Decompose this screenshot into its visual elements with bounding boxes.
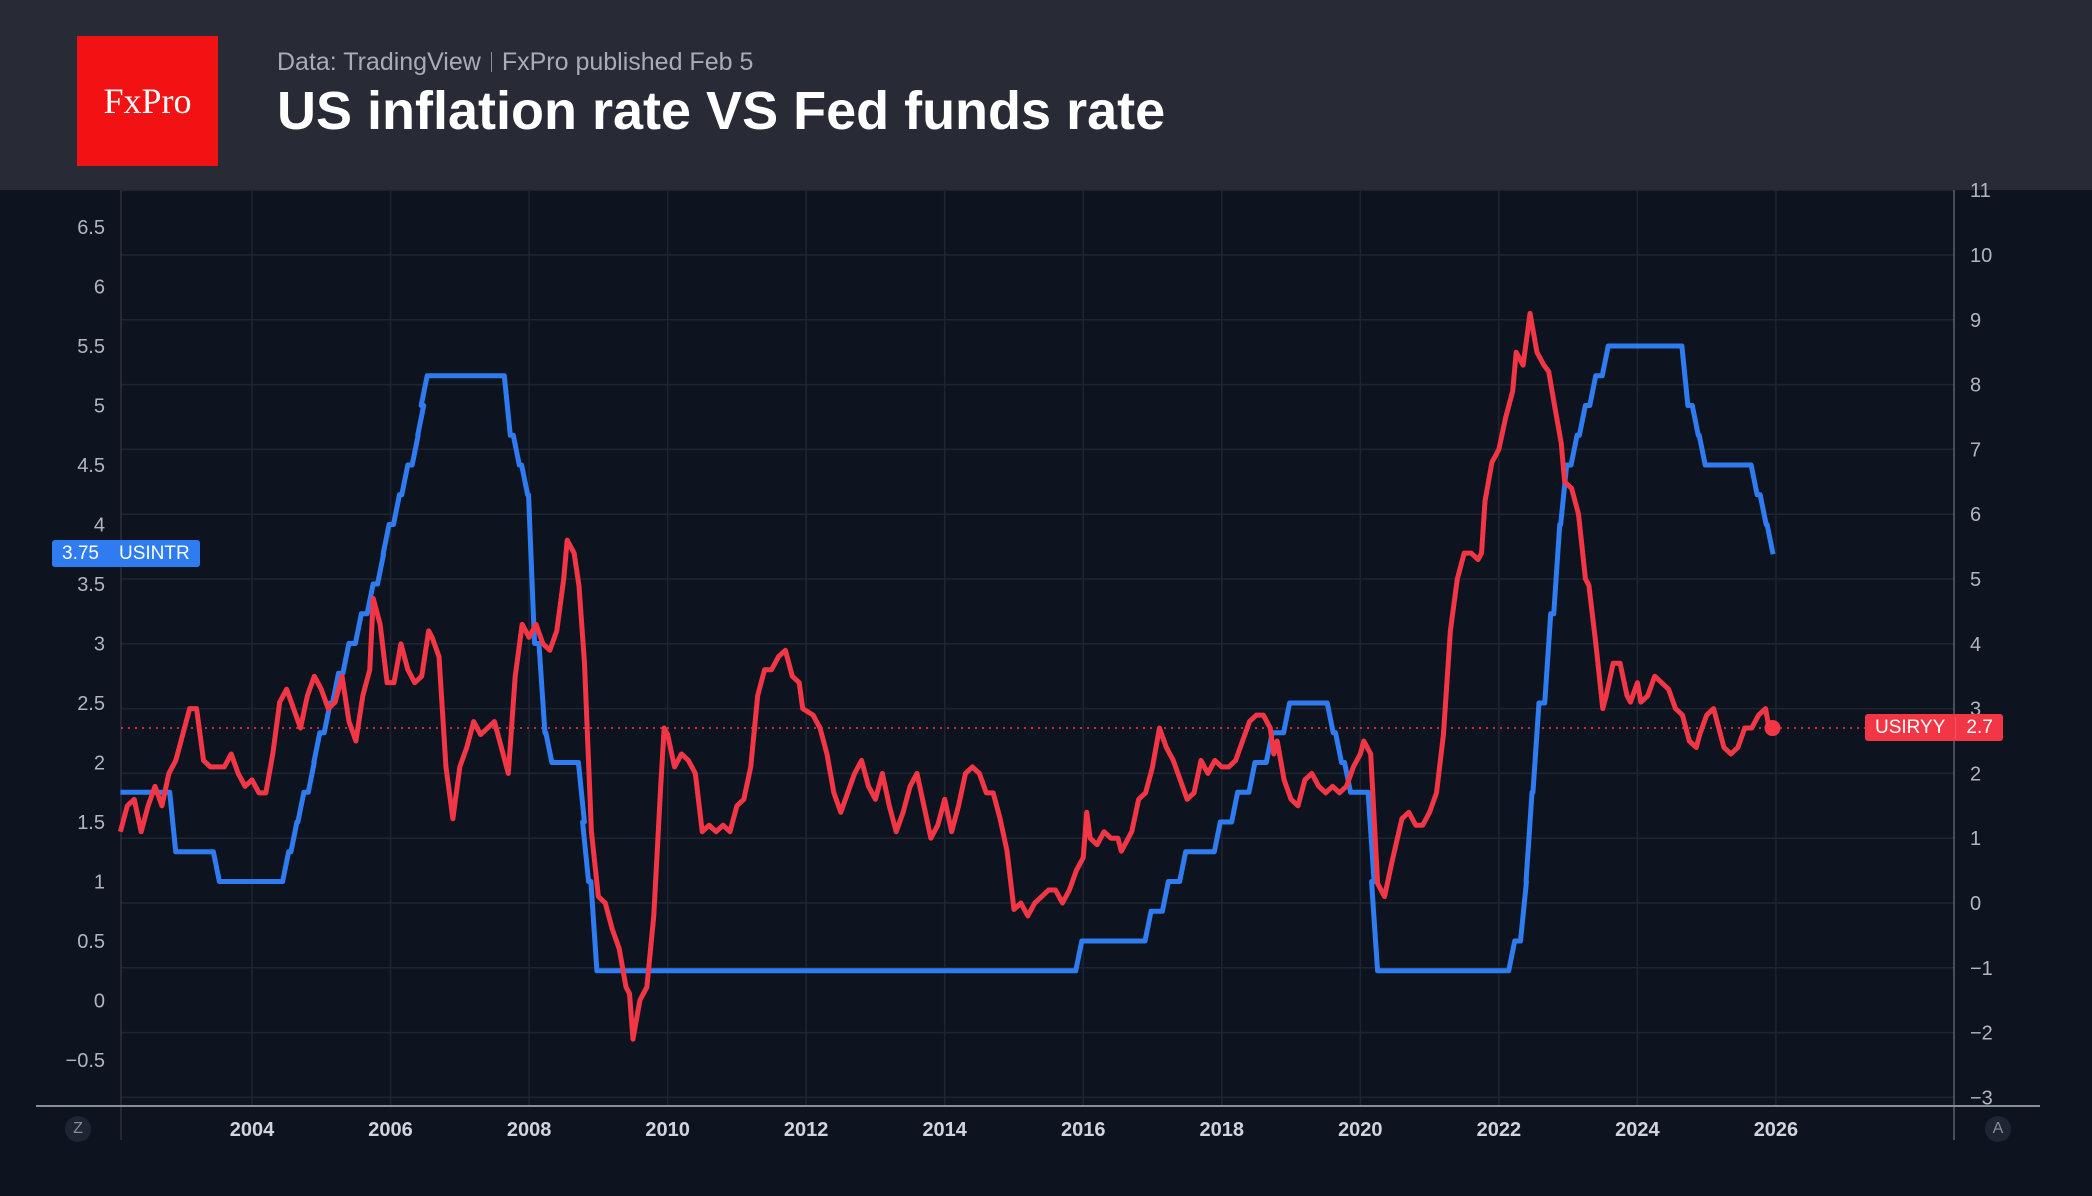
x-tick-label: 2004 [230, 1119, 275, 1141]
header-bar: FxPro Data: TradingView FxPro published F… [0, 0, 2092, 190]
right-tick-label: −2 [1970, 1023, 1993, 1045]
right-axis-ticks: −3 −2 −1 0 1 2 3 4 5 6 7 8 9 10 11 [1970, 180, 1993, 1109]
left-tick-label: 1 [94, 872, 105, 894]
left-tick-label: 3.5 [77, 574, 105, 596]
usintr-label: USINTR [118, 542, 190, 564]
left-tick-label: 0 [94, 991, 105, 1013]
left-tick-label: 5.5 [77, 336, 105, 358]
x-tick-label: 2016 [1061, 1119, 1106, 1141]
left-tick-label: 2.5 [77, 693, 105, 715]
x-tick-label: 2010 [645, 1119, 690, 1141]
right-tick-label: −3 [1970, 1087, 1993, 1109]
subtitle: Data: TradingView FxPro published Feb 5 [277, 48, 753, 77]
usiryy-label: USIRYY [1865, 716, 1957, 739]
left-tick-label: 5 [94, 396, 105, 418]
right-tick-label: −1 [1970, 958, 1993, 980]
separator [490, 52, 492, 72]
usiryy-price-tag: USIRYY 2.7 [1865, 714, 2003, 741]
left-tick-label: 1.5 [77, 812, 105, 834]
x-tick-label: 2006 [368, 1119, 413, 1141]
page-title: US inflation rate VS Fed funds rate [277, 81, 1166, 141]
series-usintr-line [120, 343, 1776, 974]
x-tick-label: 2026 [1754, 1119, 1799, 1141]
right-tick-label: 9 [1970, 310, 1981, 332]
fxpro-logo: FxPro [77, 36, 218, 166]
right-tick-label: 1 [1970, 828, 1981, 850]
right-tick-label: 4 [1970, 634, 1981, 656]
usintr-price-tag: 3.75 USINTR [52, 540, 200, 567]
left-tick-label: 6 [94, 277, 105, 299]
series-usiryy-last-point [1764, 720, 1781, 737]
left-tick-label: 0.5 [77, 931, 105, 953]
x-tick-label: 2022 [1477, 1119, 1522, 1141]
right-tick-label: 8 [1970, 375, 1981, 397]
left-tick-label: −0.5 [66, 1050, 105, 1072]
x-tick-label: 2018 [1200, 1119, 1245, 1141]
right-tick-label: 3 [1970, 699, 1981, 721]
zoom-reset-button[interactable]: Z [65, 1116, 91, 1142]
published-date: FxPro published Feb 5 [501, 48, 754, 76]
logo-text: FxPro [103, 81, 192, 121]
right-tick-label: 5 [1970, 569, 1981, 591]
left-tick-label: 2 [94, 753, 105, 775]
usiryy-last-value: 2.7 [1966, 716, 1993, 738]
series-usiryy-line [117, 310, 1773, 1042]
left-tick-label: 4 [94, 515, 105, 537]
right-tick-label: 6 [1970, 504, 1981, 526]
x-tick-label: 2024 [1615, 1119, 1660, 1141]
right-tick-label: 7 [1970, 439, 1981, 461]
x-axis-ticks: 2004 2006 2008 2010 2012 2014 2016 2018 2020 2022… [230, 1119, 1798, 1141]
x-tick-label: 2020 [1338, 1119, 1383, 1141]
auto-scale-button[interactable]: A [1985, 1116, 2011, 1142]
right-tick-label: 10 [1970, 245, 1992, 267]
x-tick-label: 2008 [507, 1119, 552, 1141]
right-tick-label: 0 [1970, 893, 1981, 915]
left-tick-label: 4.5 [77, 455, 105, 477]
x-tick-label: 2012 [784, 1119, 829, 1141]
usintr-last-value: 3.75 [62, 542, 99, 564]
x-tick-label: 2014 [922, 1119, 967, 1141]
right-tick-label: 11 [1970, 180, 1991, 202]
data-source: Data: TradingView [277, 48, 481, 76]
left-axis-ticks: −0.5 0 0.5 1 1.5 2 2.5 3 3.5 4 4.5 5 5.5 6 6.5 [66, 217, 105, 1072]
right-tick-label: 2 [1970, 763, 1981, 785]
left-tick-label: 6.5 [77, 217, 105, 239]
left-tick-label: 3 [94, 634, 105, 656]
